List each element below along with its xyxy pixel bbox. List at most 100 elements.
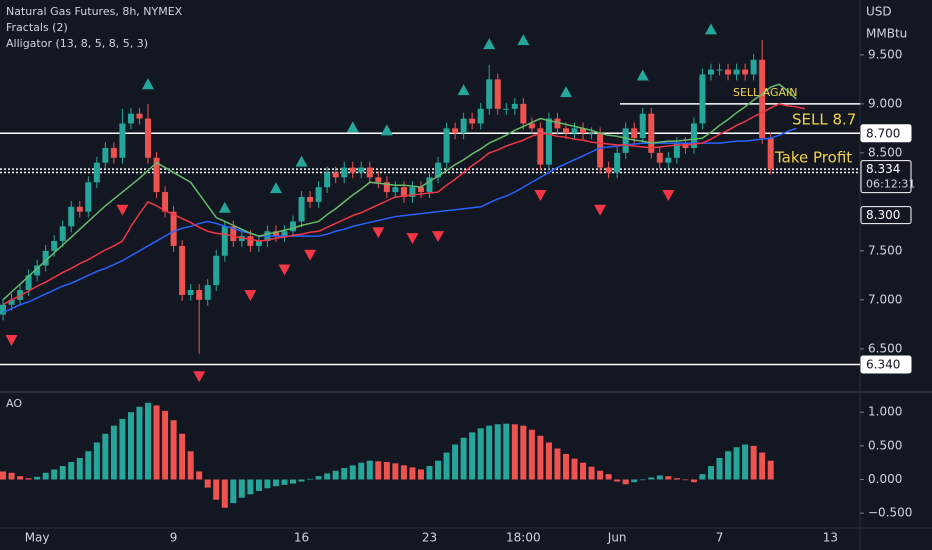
candle-body xyxy=(110,147,117,158)
ao-bar xyxy=(571,458,578,480)
ao-bar xyxy=(417,469,424,480)
ao-bar xyxy=(179,433,186,480)
ao-bar xyxy=(562,453,569,480)
ao-bar xyxy=(42,472,49,480)
candle-body xyxy=(469,118,476,124)
ao-bar xyxy=(366,460,373,480)
pane-title: AO xyxy=(6,397,22,410)
ao-bar xyxy=(400,465,407,480)
candle-body xyxy=(272,231,279,237)
countdown: 06:12:31 xyxy=(866,178,915,191)
candle-body xyxy=(443,128,450,163)
candle-body xyxy=(332,172,339,178)
fractal-down xyxy=(662,190,675,201)
candle-body xyxy=(750,59,757,75)
ao-bar xyxy=(281,479,288,485)
indicator-label: Alligator (13, 8, 5, 8, 5, 3) xyxy=(6,37,148,50)
ao-bar xyxy=(452,444,459,480)
ao-bar xyxy=(102,433,109,480)
ao-bar xyxy=(272,479,279,487)
x-tick-label: 9 xyxy=(170,531,178,545)
candle-body xyxy=(85,182,92,212)
ao-bar xyxy=(682,479,689,481)
ao-bar xyxy=(307,478,314,480)
x-tick-label: 23 xyxy=(422,531,437,545)
candle-body xyxy=(76,206,83,212)
candle-body xyxy=(17,290,24,300)
candle-body xyxy=(571,128,578,134)
annotation: SELL 8.7 xyxy=(792,111,856,129)
chart-title: Natural Gas Futures, 8h, NYMEX xyxy=(6,5,183,18)
fractal-up xyxy=(517,34,530,46)
fractal-down xyxy=(5,335,18,347)
candle-body xyxy=(375,177,382,183)
ao-bar xyxy=(162,410,169,480)
candle-body xyxy=(417,187,424,193)
fractal-up xyxy=(559,86,572,98)
candle-body xyxy=(597,133,604,168)
price-label-box xyxy=(860,355,912,374)
candle-body xyxy=(673,143,680,158)
ao-bar xyxy=(0,471,6,480)
ao-bar xyxy=(699,474,706,480)
fractal-down xyxy=(432,231,445,243)
candle-body xyxy=(358,167,365,173)
y-tick-label: −0.500 xyxy=(868,506,912,520)
y-tick-label: 6.500 xyxy=(868,341,902,355)
axis-currency: USD xyxy=(866,5,892,19)
fractal-down xyxy=(278,264,291,276)
candle-body xyxy=(230,226,237,242)
candle-body xyxy=(221,226,228,256)
candle-body xyxy=(742,69,749,75)
candle-body xyxy=(119,123,126,158)
ao-bar xyxy=(673,478,680,480)
fractal-up xyxy=(380,124,393,136)
candle-body xyxy=(545,118,552,165)
candle-body xyxy=(605,167,612,173)
ao-bar xyxy=(153,405,160,480)
price-label-box xyxy=(860,124,912,143)
fractal-up xyxy=(636,69,649,81)
ao-bar xyxy=(221,479,228,508)
fractal-up xyxy=(295,155,308,167)
fractal-down xyxy=(244,289,257,301)
alligator-line xyxy=(2,103,805,306)
candle-body xyxy=(383,182,390,193)
ao-bar xyxy=(290,479,297,484)
candle-body xyxy=(665,157,672,163)
ao-bar xyxy=(85,451,92,480)
candle-body xyxy=(25,275,32,291)
fractal-up xyxy=(346,121,359,133)
ao-bar xyxy=(460,437,467,480)
candle-body xyxy=(707,69,714,75)
y-tick-label: 0.500 xyxy=(868,438,902,452)
y-tick-label: 7.000 xyxy=(868,292,902,306)
ao-bar xyxy=(332,470,339,480)
candle-body xyxy=(136,113,143,119)
candle-body xyxy=(247,236,254,246)
candle-body xyxy=(554,118,561,129)
fractal-up xyxy=(704,23,717,35)
fractal-down xyxy=(116,204,129,216)
ao-bar xyxy=(17,476,24,480)
candle-body xyxy=(537,128,544,165)
ao-bar xyxy=(426,466,433,480)
candle-body xyxy=(162,192,169,212)
x-tick-label: 16 xyxy=(294,531,309,545)
ao-bar xyxy=(580,462,587,480)
alligator-line xyxy=(2,83,797,301)
ao-bar xyxy=(469,432,476,480)
candle-body xyxy=(580,128,587,134)
ao-bar xyxy=(392,463,399,480)
ao-bar xyxy=(255,479,262,491)
price-label: 8.700 xyxy=(866,126,900,140)
ao-bar xyxy=(213,479,220,500)
y-tick-label: 7.500 xyxy=(868,243,902,257)
fractal-up xyxy=(269,182,282,194)
x-tick-label: Jun xyxy=(607,531,627,545)
ao-bar xyxy=(51,469,58,480)
fractal-up xyxy=(483,38,496,50)
candle-body xyxy=(562,128,569,134)
ao-bar xyxy=(187,451,194,480)
ao-bar xyxy=(742,444,749,480)
